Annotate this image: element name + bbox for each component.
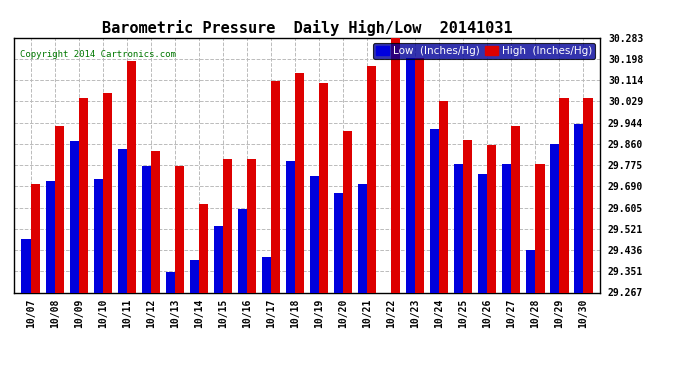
Bar — [262, 256, 271, 292]
Bar — [247, 159, 256, 292]
Bar — [478, 174, 487, 292]
Bar — [535, 164, 544, 292]
Bar — [190, 260, 199, 292]
Bar — [103, 93, 112, 292]
Bar — [55, 126, 63, 292]
Bar — [367, 66, 376, 292]
Bar — [127, 61, 136, 292]
Title: Barometric Pressure  Daily High/Low  20141031: Barometric Pressure Daily High/Low 20141… — [101, 20, 513, 36]
Bar — [46, 182, 55, 292]
Bar — [271, 81, 280, 292]
Bar — [79, 99, 88, 292]
Bar — [487, 145, 497, 292]
Bar — [141, 166, 151, 292]
Bar — [358, 184, 367, 292]
Bar — [343, 131, 352, 292]
Bar — [511, 126, 520, 292]
Bar — [151, 151, 160, 292]
Text: Copyright 2014 Cartronics.com: Copyright 2014 Cartronics.com — [19, 50, 175, 59]
Bar — [175, 166, 184, 292]
Bar — [70, 141, 79, 292]
Bar — [526, 250, 535, 292]
Bar — [223, 159, 232, 292]
Bar — [319, 83, 328, 292]
Bar — [286, 161, 295, 292]
Bar — [454, 164, 463, 292]
Bar — [238, 209, 247, 292]
Bar — [295, 74, 304, 292]
Bar — [440, 101, 449, 292]
Bar — [30, 184, 40, 292]
Bar — [21, 239, 30, 292]
Bar — [117, 148, 127, 292]
Bar — [391, 38, 400, 292]
Bar — [463, 140, 473, 292]
Bar — [94, 179, 103, 292]
Legend: Low  (Inches/Hg), High  (Inches/Hg): Low (Inches/Hg), High (Inches/Hg) — [373, 43, 595, 59]
Bar — [199, 204, 208, 292]
Bar — [560, 99, 569, 292]
Bar — [334, 193, 343, 292]
Bar — [584, 99, 593, 292]
Bar — [406, 58, 415, 292]
Bar — [574, 124, 584, 292]
Bar — [415, 58, 424, 292]
Bar — [502, 164, 511, 292]
Bar — [166, 272, 175, 292]
Bar — [430, 129, 440, 292]
Bar — [214, 226, 223, 292]
Bar — [310, 176, 319, 292]
Bar — [551, 144, 560, 292]
